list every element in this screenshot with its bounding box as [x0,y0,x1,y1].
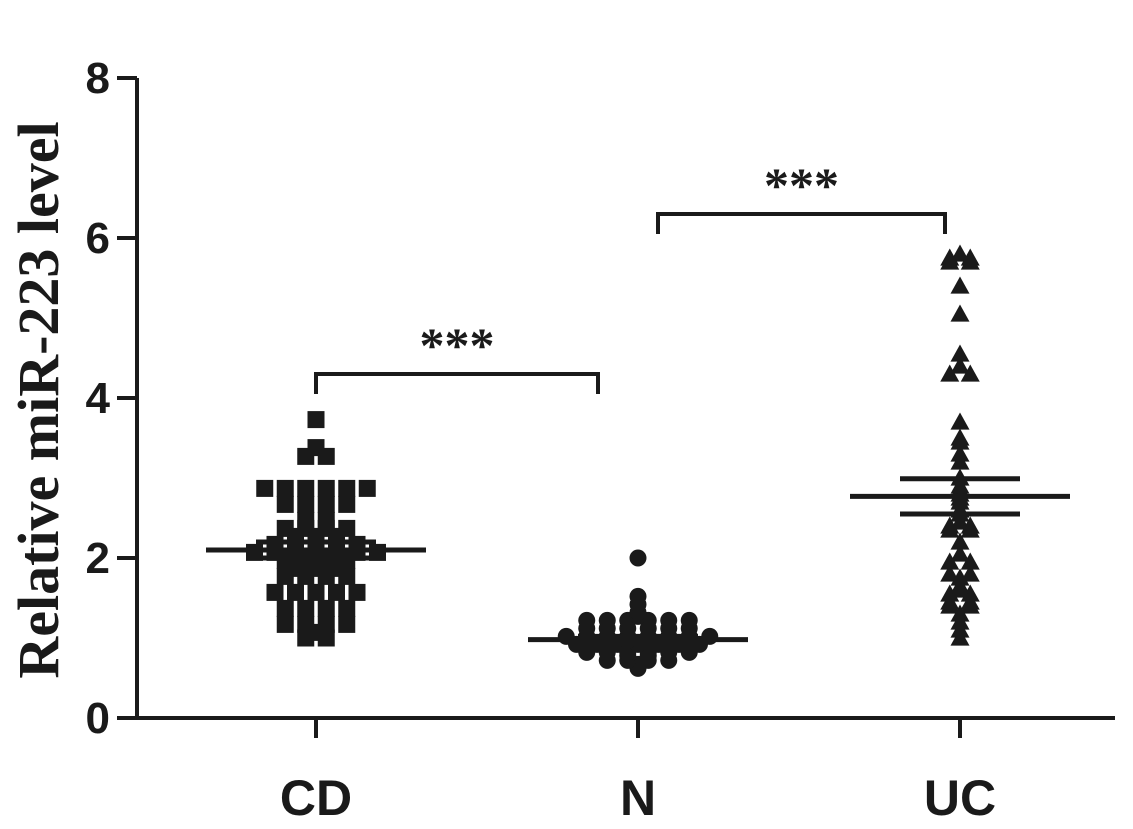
x-tick-label: CD [280,770,352,826]
cd-point [297,511,315,529]
significance-brackets: *** *** [314,157,947,394]
cd-point [297,479,315,497]
n-point [578,611,596,629]
uc-point [950,532,970,550]
uc-point [950,444,970,462]
uc-point [940,552,960,570]
uc-point [950,344,970,362]
y-tick-label: 0 [86,694,110,743]
cd-point [297,599,315,617]
y-tick-label: 8 [86,54,110,103]
uc-point [950,304,970,322]
cd-point [256,479,274,497]
significance-label: *** [764,157,839,213]
uc-point [960,364,980,382]
cd-point [358,479,376,497]
n-point [557,627,575,645]
cd-point [297,495,315,513]
cd-point [338,615,356,633]
cd-point [317,511,335,529]
cd-point [317,495,335,513]
cd-point [307,583,325,601]
y-axis-label: Relative miR-223 level [6,121,71,678]
cd-point [276,479,294,497]
n-point [660,611,678,629]
n-point [598,611,616,629]
uc-point [940,564,960,582]
uc-point [960,564,980,582]
cd-point [317,479,335,497]
cd-point [287,583,304,601]
data-points [246,244,980,677]
x-tick-label: UC [924,770,996,826]
mean-sem-bars [206,476,1070,646]
y-tick-label: 6 [86,214,110,263]
uc-point [960,552,980,570]
cd-point [266,583,284,601]
n-point [629,587,647,605]
cd-point [338,519,356,537]
y-tick-label: 2 [86,534,110,583]
significance-bracket [656,212,947,234]
uc-point [950,428,970,446]
cd-point [338,479,356,497]
cd-point [297,615,315,633]
axes: 0 2 4 6 8 CD N UC [86,54,1115,826]
significance-bracket [314,372,600,394]
uc-point [950,412,970,430]
x-tick-label: N [620,770,656,826]
cd-point [348,583,366,601]
uc-point [950,544,970,562]
uc-point [940,364,960,382]
y-tick-label: 4 [86,374,111,423]
uc-point [950,244,970,262]
cd-point [276,615,294,633]
cd-point [317,599,335,617]
n-point [629,549,647,567]
cd-point [307,411,325,429]
n-point [701,627,719,645]
n-point [680,611,698,629]
uc-point [950,604,970,622]
uc-point [950,356,970,374]
cd-point [276,519,294,537]
cd-point [338,599,356,617]
significance-label: *** [420,317,495,373]
cd-point [276,495,294,513]
cd-point [307,439,325,457]
cd-point [317,615,335,633]
cd-point [338,495,356,513]
y-axis-label-group: Relative miR-223 level [6,121,71,678]
cd-point [276,599,294,617]
cd-point [328,583,345,601]
uc-point [950,276,970,294]
